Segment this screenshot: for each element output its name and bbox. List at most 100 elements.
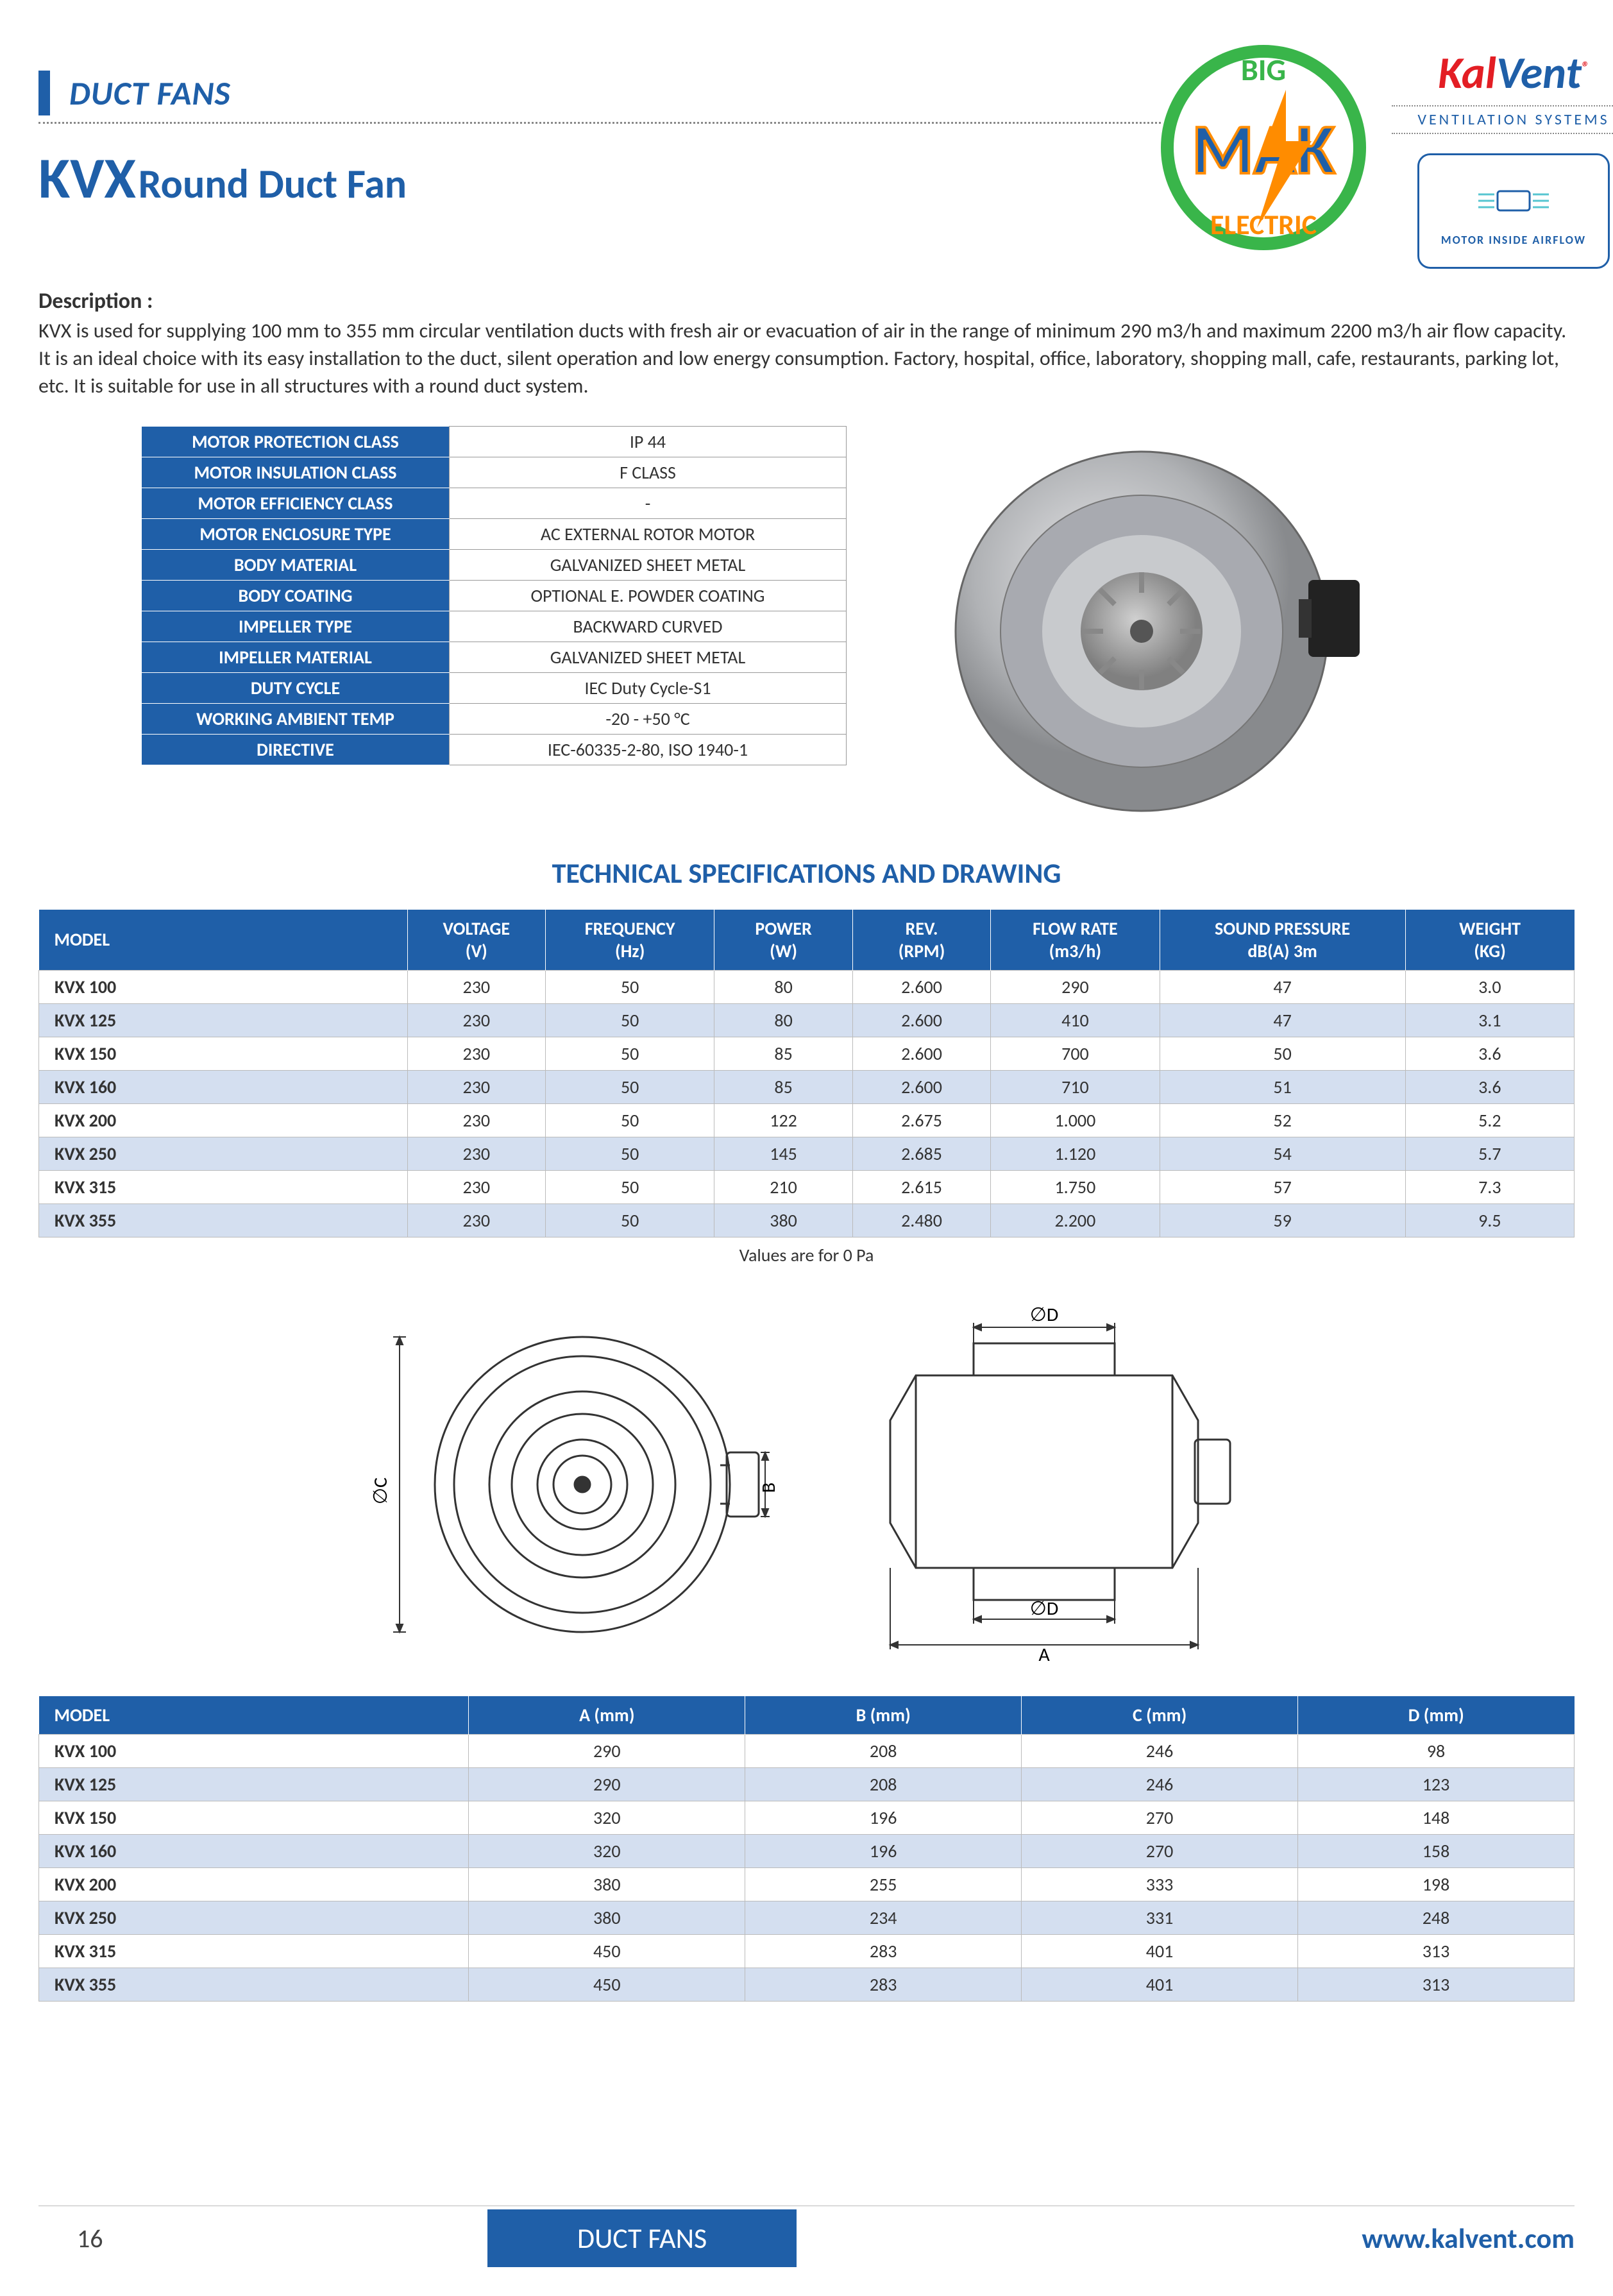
table-cell: 700 [991,1037,1160,1070]
svg-text:B: B [757,1482,775,1492]
spec-row: WORKING AMBIENT TEMP-20 - +50 °C [142,703,847,734]
technical-heading: TECHNICAL SPECIFICATIONS AND DRAWING [38,856,1575,890]
table-cell: 313 [1298,1968,1575,2001]
section-title-block: DUCT FANS KVX Round Duct Fan [38,45,1161,214]
spec-row: IMPELLER TYPEBACKWARD CURVED [142,611,847,642]
table-cell: 230 [407,1137,545,1170]
table-cell: 208 [745,1734,1022,1767]
table-cell: 51 [1160,1070,1405,1103]
table-cell: 270 [1022,1834,1298,1867]
dim-col-header: B (mm) [745,1696,1022,1735]
table-cell: 50 [546,1070,714,1103]
logo-area: BIG MAK ELECTRIC KalVent® VENTILATION SY… [1161,45,1613,269]
table-cell: 230 [407,1003,545,1037]
table-cell: 3.1 [1405,1003,1574,1037]
spec-row: MOTOR INSULATION CLASSF CLASS [142,457,847,488]
spec-value: GALVANIZED SHEET METAL [450,642,847,672]
table-cell: 5.7 [1405,1137,1574,1170]
table-cell: KVX 200 [39,1867,469,1901]
spec-label: MOTOR PROTECTION CLASS [142,426,450,457]
table-cell: KVX 160 [39,1834,469,1867]
svg-text:∅C: ∅C [369,1477,393,1504]
footer-url: www.kalvent.com [1362,2221,1575,2256]
table-cell: 230 [407,1037,545,1070]
table-cell: 47 [1160,970,1405,1003]
title-accent-bar [38,71,50,115]
spec-value: - [450,488,847,518]
spec-and-photo-row: MOTOR PROTECTION CLASSIP 44MOTOR INSULAT… [38,426,1575,824]
motor-airflow-badge: MOTOR INSIDE AIRFLOW [1417,153,1610,269]
table-cell: 230 [407,970,545,1003]
table-cell: 50 [546,1137,714,1170]
description-text: KVX is used for supplying 100 mm to 355 … [38,317,1575,400]
table-cell: 210 [714,1170,852,1203]
spec-value: IEC-60335-2-80, ISO 1940-1 [450,734,847,765]
table-cell: KVX 160 [39,1070,408,1103]
table-cell: 198 [1298,1867,1575,1901]
spec-label: IMPELLER TYPE [142,611,450,642]
table-row: KVX 315450283401313 [39,1934,1575,1968]
table-row: KVX 10029020824698 [39,1734,1575,1767]
table-cell: 2.600 [852,1070,990,1103]
tech-col-header: VOLTAGE(V) [407,910,545,971]
table-cell: 80 [714,970,852,1003]
spec-row: DIRECTIVEIEC-60335-2-80, ISO 1940-1 [142,734,847,765]
table-cell: KVX 355 [39,1203,408,1237]
spec-label: BODY COATING [142,580,450,611]
spec-row: IMPELLER MATERIALGALVANIZED SHEET METAL [142,642,847,672]
table-cell: 450 [469,1934,745,1968]
table-cell: 57 [1160,1170,1405,1203]
spec-row: MOTOR EFFICIENCY CLASS- [142,488,847,518]
svg-text:∅D: ∅D [1029,1305,1058,1327]
table-cell: KVX 250 [39,1137,408,1170]
page-number: 16 [38,2223,167,2254]
technical-drawings: ∅C B ∅D [38,1305,1575,1664]
motor-airflow-icon [1475,175,1552,226]
spec-label: IMPELLER MATERIAL [142,642,450,672]
section-title: DUCT FANS [69,72,231,114]
table-cell: 3.6 [1405,1070,1574,1103]
table-cell: 710 [991,1070,1160,1103]
table-cell: 2.675 [852,1103,990,1137]
table-cell: 313 [1298,1934,1575,1968]
table-cell: 3.0 [1405,970,1574,1003]
table-cell: 3.6 [1405,1037,1574,1070]
spec-row: BODY COATINGOPTIONAL E. POWDER COATING [142,580,847,611]
table-note: Values are for 0 Pa [38,1244,1575,1266]
svg-text:A: A [1038,1643,1050,1664]
spec-table: MOTOR PROTECTION CLASSIP 44MOTOR INSULAT… [141,426,847,765]
table-cell: 7.3 [1405,1170,1574,1203]
spec-value: BACKWARD CURVED [450,611,847,642]
brand-part-2: Vent [1496,45,1582,100]
table-cell: 50 [546,1037,714,1070]
tech-col-header: FREQUENCY(Hz) [546,910,714,971]
table-cell: 230 [407,1070,545,1103]
spec-label: DUTY CYCLE [142,672,450,703]
table-cell: 52 [1160,1103,1405,1137]
drawing-side-view: ∅D ∅D A [839,1305,1249,1664]
table-cell: 123 [1298,1767,1575,1801]
table-row: KVX 315230502102.6151.750577.3 [39,1170,1575,1203]
page-footer: 16 DUCT FANS www.kalvent.com [38,2206,1575,2270]
product-name: Round Duct Fan [139,159,407,209]
table-cell: KVX 100 [39,1734,469,1767]
table-row: KVX 16023050852.600710513.6 [39,1070,1575,1103]
table-cell: 196 [745,1834,1022,1867]
drawing-front-view: ∅C B [364,1305,775,1664]
table-cell: 2.600 [852,1003,990,1037]
table-cell: 85 [714,1070,852,1103]
table-cell: 2.600 [852,1037,990,1070]
spec-label: MOTOR EFFICIENCY CLASS [142,488,450,518]
table-row: KVX 250380234331248 [39,1901,1575,1934]
table-cell: 208 [745,1767,1022,1801]
table-row: KVX 150320196270148 [39,1801,1575,1834]
table-cell: 320 [469,1834,745,1867]
kalvent-brand-block: KalVent® VENTILATION SYSTEMS MOTOR INSID… [1392,45,1613,269]
product-code: KVX [38,143,136,214]
table-cell: 331 [1022,1901,1298,1934]
footer-category-tab: DUCT FANS [487,2209,797,2267]
product-photo [898,426,1411,824]
brand-part-1: Kal [1438,45,1496,100]
table-cell: 1.120 [991,1137,1160,1170]
spec-label: MOTOR ENCLOSURE TYPE [142,518,450,549]
